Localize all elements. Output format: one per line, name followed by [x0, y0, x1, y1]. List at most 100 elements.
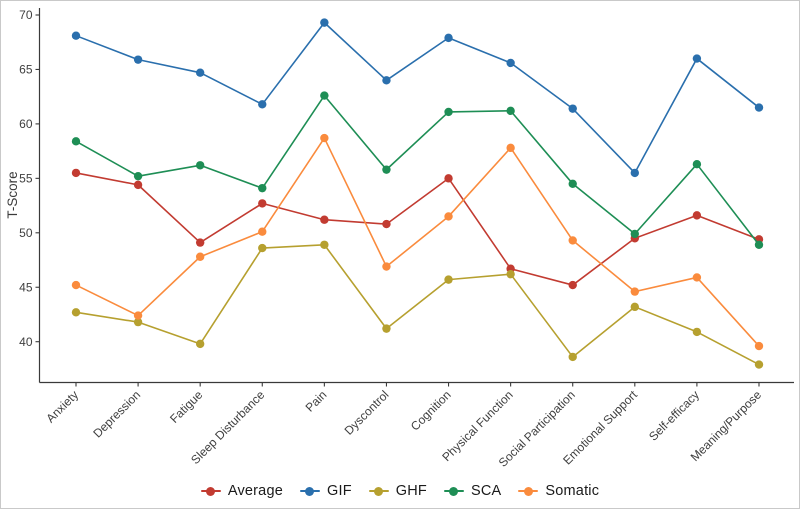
- legend-item-gif: GIF: [299, 483, 352, 499]
- data-point-sca: [568, 179, 577, 188]
- chart-legend: Average GIF GHF SCA Somatic: [1, 478, 799, 504]
- data-point-sca: [382, 165, 391, 174]
- series-sca: [71, 91, 764, 249]
- data-point-gif: [506, 58, 515, 68]
- x-tick-label: Pain: [303, 388, 330, 415]
- series-line-average: [75, 172, 760, 286]
- legend-item-ghf: GHF: [368, 483, 427, 499]
- data-point-ghf: [444, 275, 453, 284]
- data-point-ghf: [754, 360, 764, 369]
- legend-marker-gif-icon: [299, 485, 320, 497]
- data-point-average: [258, 199, 267, 208]
- data-point-somatic: [133, 311, 143, 320]
- legend-marker-dot: [374, 486, 384, 496]
- data-point-sca: [444, 107, 453, 117]
- data-point-somatic: [506, 143, 515, 153]
- data-point-gif: [568, 104, 577, 113]
- legend-marker-average-icon: [200, 485, 221, 497]
- series-gif: [71, 18, 764, 178]
- data-point-ghf: [382, 324, 391, 333]
- data-point-somatic: [754, 341, 764, 351]
- series-somatic: [71, 133, 764, 351]
- x-tick-label: Depression: [90, 388, 143, 441]
- data-point-gif: [754, 103, 764, 112]
- data-point-sca: [258, 183, 267, 193]
- data-point-gif: [258, 100, 267, 109]
- data-point-average: [692, 211, 702, 220]
- data-point-ghf: [320, 240, 329, 249]
- data-point-average: [195, 238, 205, 247]
- y-tick-label: 40: [19, 335, 33, 349]
- data-point-sca: [630, 229, 640, 239]
- data-point-sca: [71, 137, 81, 146]
- data-point-somatic: [692, 273, 702, 282]
- data-point-ghf: [630, 302, 640, 312]
- data-point-gif: [444, 33, 453, 43]
- y-tick-label: 50: [19, 226, 33, 240]
- data-point-ghf: [506, 269, 515, 279]
- data-point-somatic: [382, 262, 391, 271]
- data-point-somatic: [444, 212, 453, 221]
- data-point-sca: [195, 161, 205, 170]
- data-point-gif: [71, 31, 81, 40]
- data-point-average: [71, 168, 81, 178]
- x-tick-label: Anxiety: [43, 388, 81, 426]
- x-tick-label: Cognition: [408, 388, 454, 434]
- legend-marker-dot: [206, 486, 216, 496]
- data-point-somatic: [320, 133, 329, 143]
- x-tick-label: Dyscontrol: [342, 388, 392, 438]
- data-point-average: [382, 219, 391, 229]
- legend-label-sca: SCA: [470, 483, 502, 499]
- data-point-ghf: [258, 243, 267, 253]
- data-point-somatic: [195, 252, 205, 261]
- series-ghf: [71, 240, 764, 369]
- data-point-somatic: [258, 227, 267, 236]
- data-point-ghf: [568, 352, 577, 362]
- data-point-gif: [382, 76, 391, 85]
- legend-label-ghf: GHF: [395, 483, 427, 499]
- legend-marker-sca-icon: [443, 485, 464, 497]
- line-chart-canvas: T-Score 40 45 50 55 60 65 70 Anxiety Depression F…: [5, 8, 794, 470]
- series-group: [71, 18, 764, 369]
- data-point-sca: [133, 171, 143, 181]
- legend-marker-dot: [449, 486, 459, 496]
- data-point-ghf: [71, 308, 81, 317]
- data-point-sca: [320, 91, 329, 100]
- data-point-gif: [195, 68, 205, 77]
- data-point-gif: [133, 55, 143, 64]
- legend-item-somatic: Somatic: [518, 483, 599, 499]
- data-point-gif: [630, 168, 640, 178]
- y-tick-label: 45: [19, 280, 33, 294]
- data-point-average: [568, 280, 577, 290]
- y-tick-label: 60: [19, 117, 33, 131]
- legend-marker-dot: [523, 486, 533, 496]
- data-point-average: [444, 174, 453, 183]
- series-line-somatic: [75, 137, 760, 347]
- legend-label-somatic: Somatic: [545, 483, 600, 499]
- data-point-sca: [754, 240, 764, 249]
- data-point-ghf: [692, 327, 702, 337]
- legend-item-sca: SCA: [443, 483, 502, 499]
- legend-label-average: Average: [227, 483, 283, 499]
- legend-item-average: Average: [200, 483, 283, 499]
- data-point-somatic: [568, 236, 577, 245]
- data-point-somatic: [630, 287, 640, 296]
- series-line-ghf: [75, 243, 760, 366]
- y-axis-title: T-Score: [5, 171, 20, 218]
- legend-marker-ghf-icon: [368, 485, 389, 497]
- data-point-average: [320, 215, 329, 224]
- y-tick-label: 70: [19, 8, 33, 22]
- data-point-ghf: [133, 317, 143, 327]
- y-tick-label: 65: [19, 63, 33, 77]
- y-tick-label: 55: [19, 172, 33, 186]
- series-average: [71, 168, 764, 290]
- legend-label-gif: GIF: [326, 483, 352, 499]
- x-tick-label: Fatigue: [167, 387, 205, 425]
- legend-marker-dot: [305, 486, 315, 496]
- x-tick-label: Self-efficacy: [646, 388, 702, 444]
- series-line-sca: [75, 94, 760, 246]
- data-point-ghf: [195, 339, 205, 349]
- legend-marker-somatic-icon: [518, 485, 539, 497]
